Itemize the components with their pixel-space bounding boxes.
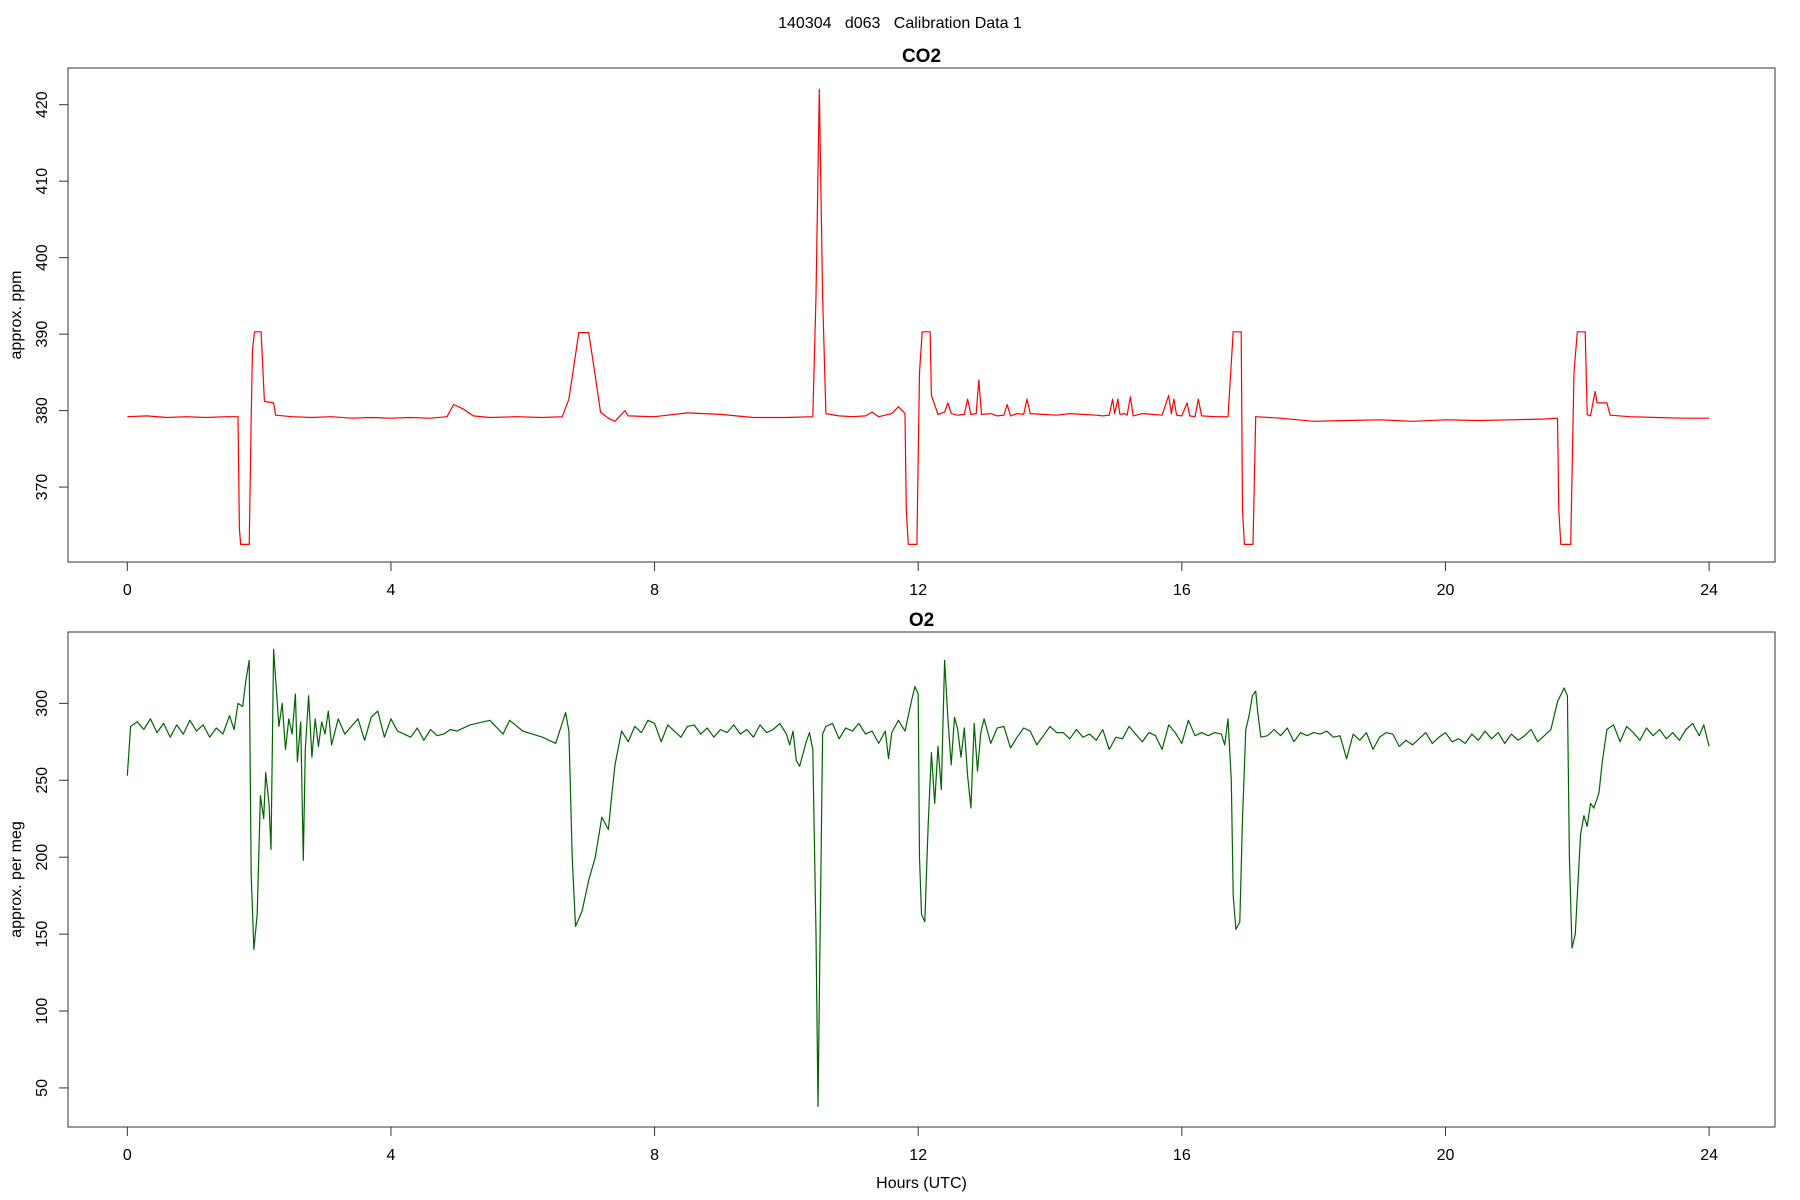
y-axis-label-o2: approx. per meg [8,821,25,938]
plot-frame-o2 [67,631,1776,1128]
y-tick-label-o2-150: 150 [34,921,51,948]
x-tick-label-o2-8: 8 [650,1147,659,1164]
y-tick-label-co2-410: 410 [34,168,51,195]
x-tick-label-co2-8: 8 [650,582,659,599]
x-tick-label-o2-12: 12 [909,1147,927,1164]
series-line-o2 [126,648,1710,1107]
x-tick-label-o2-16: 16 [1173,1147,1191,1164]
y-tick-label-co2-420: 420 [34,91,51,118]
y-tick-label-o2-250: 250 [34,767,51,794]
y-tick-label-o2-300: 300 [34,690,51,717]
x-tick-label-co2-24: 24 [1700,582,1718,599]
x-tick-label-co2-20: 20 [1437,582,1455,599]
x-tick-label-co2-12: 12 [909,582,927,599]
y-tick-label-co2-370: 370 [34,474,51,501]
x-tick-label-o2-0: 0 [123,1147,132,1164]
x-axis-label-o2: Hours (UTC) [876,1175,967,1192]
x-tick-label-co2-4: 4 [386,582,395,599]
y-tick-label-o2-100: 100 [34,998,51,1025]
chart-title-o2: O2 [909,610,934,631]
chart-o2: O2 0 4 8 12 16 20 24 50 100 150 200 250 300 approx. pe… [8,610,1776,1192]
x-tick-label-o2-4: 4 [386,1147,395,1164]
y-tick-label-co2-380: 380 [34,397,51,424]
chart-title-co2: CO2 [902,46,941,67]
x-tick-label-co2-16: 16 [1173,582,1191,599]
x-tick-label-o2-20: 20 [1437,1147,1455,1164]
y-axis-label-co2: approx. ppm [8,271,25,360]
series-line-co2 [127,88,1710,545]
y-tick-label-o2-200: 200 [34,844,51,871]
chart-co2: CO2 0 4 8 12 16 20 24 370 380 390 400 410 420 approx. … [8,46,1776,599]
figure-title: 140304 d063 Calibration Data 1 [778,15,1022,32]
y-tick-label-o2-50: 50 [34,1079,51,1097]
x-tick-label-co2-0: 0 [123,582,132,599]
y-tick-label-co2-390: 390 [34,321,51,348]
y-tick-label-co2-400: 400 [34,244,51,271]
plot-frame-co2 [67,67,1776,563]
x-tick-label-o2-24: 24 [1700,1147,1718,1164]
